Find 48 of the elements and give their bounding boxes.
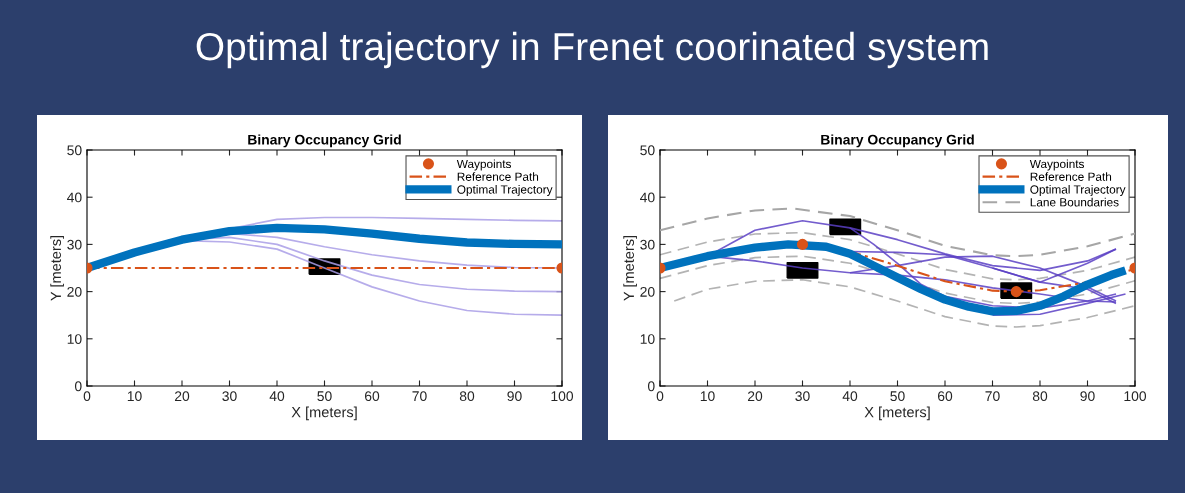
legend-label: Lane Boundaries — [1030, 197, 1119, 207]
legend-label: Reference Path — [1030, 172, 1112, 181]
x-tick-label: 50 — [317, 391, 332, 402]
x-tick-label: 100 — [1124, 391, 1147, 402]
y-tick-label: 50 — [640, 145, 655, 156]
chart-title: Binary Occupancy Grid — [248, 134, 401, 148]
legend-label: Reference Path — [457, 172, 539, 181]
x-tick-label: 10 — [127, 391, 142, 402]
x-tick-label: 80 — [1032, 391, 1048, 402]
y-tick-label: 10 — [640, 334, 655, 344]
x-tick-label: 10 — [700, 391, 715, 402]
x-tick-label: 40 — [269, 391, 285, 402]
legend-label: Waypoints — [1029, 159, 1085, 171]
y-tick-label: 40 — [67, 192, 82, 203]
x-axis-title: X [meters] — [864, 406, 930, 421]
y-tick-label: 20 — [67, 286, 82, 297]
x-tick-label: 30 — [795, 391, 810, 402]
y-axis-title: Y [meters] — [623, 235, 637, 301]
x-tick-label: 90 — [1080, 391, 1095, 402]
chart-title: Binary Occupancy Grid — [821, 134, 974, 148]
legend-label: Optimal Trajectory — [457, 185, 553, 196]
x-tick-label: 90 — [507, 391, 522, 402]
x-tick-label: 100 — [551, 391, 574, 402]
y-tick-label: 30 — [640, 239, 655, 250]
x-tick-label: 30 — [222, 391, 237, 402]
x-tick-label: 0 — [656, 391, 664, 402]
y-tick-label: 10 — [67, 334, 82, 344]
y-axis-title: Y [meters] — [50, 235, 64, 301]
y-tick-label: 30 — [67, 239, 82, 250]
x-tick-label: 20 — [174, 391, 190, 402]
x-tick-label: 0 — [83, 391, 91, 402]
legend-label: Optimal Trajectory — [1030, 185, 1126, 196]
y-tick-label: 0 — [74, 381, 82, 392]
legend-label: Waypoints — [456, 159, 512, 171]
y-tick-label: 50 — [67, 145, 82, 156]
x-tick-label: 50 — [890, 391, 905, 402]
y-tick-label: 40 — [640, 192, 655, 203]
x-tick-label: 20 — [747, 391, 763, 402]
x-tick-label: 70 — [412, 391, 427, 402]
text: Optimal trajectory in Frenet coorinated system — [196, 31, 988, 69]
x-tick-label: 70 — [985, 391, 1000, 402]
x-tick-label: 80 — [459, 391, 475, 402]
x-tick-label: 60 — [937, 391, 953, 402]
x-axis-title: X [meters] — [291, 406, 357, 421]
y-tick-label: 0 — [647, 381, 655, 392]
x-tick-label: 60 — [364, 391, 380, 402]
x-tick-label: 40 — [842, 391, 858, 402]
y-tick-label: 20 — [640, 286, 655, 297]
